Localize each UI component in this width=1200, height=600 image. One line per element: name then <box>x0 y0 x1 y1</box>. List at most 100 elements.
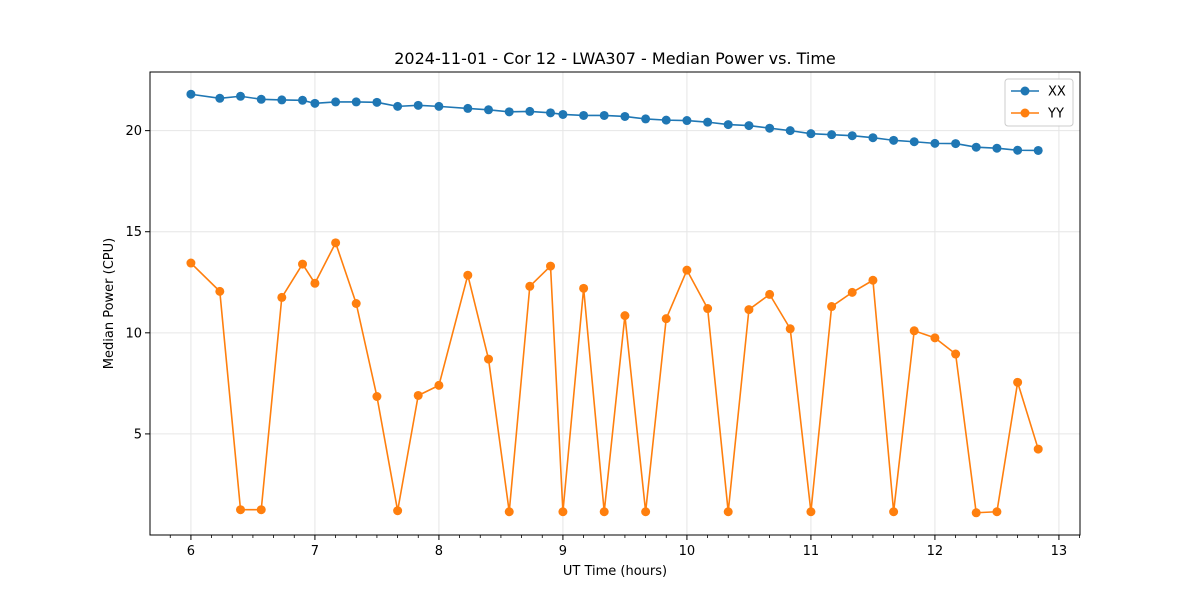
data-point-xx <box>641 114 651 124</box>
data-point-xx <box>256 94 266 104</box>
data-point-xx <box>682 116 692 126</box>
y-tick-label: 20 <box>125 124 142 139</box>
data-point-xx <box>372 97 382 107</box>
data-point-yy <box>351 299 361 308</box>
legend: XX YY <box>1004 78 1074 127</box>
data-point-yy <box>215 286 225 296</box>
data-point-xx <box>1033 145 1043 155</box>
data-point-yy <box>413 390 423 400</box>
x-axis-label: UT Time (hours) <box>563 564 667 579</box>
x-tick-label: 10 <box>679 544 696 559</box>
data-point-xx <box>463 103 473 113</box>
data-point-xx <box>215 93 225 103</box>
data-point-yy <box>661 314 671 324</box>
data-point-xx <box>413 100 423 110</box>
data-point-yy <box>682 265 692 275</box>
data-point-xx <box>827 130 837 140</box>
data-point-xx <box>393 101 403 111</box>
series-line-yy <box>190 242 1039 514</box>
data-point-xx <box>310 98 320 108</box>
data-point-xx <box>868 133 878 143</box>
data-point-xx <box>331 97 341 107</box>
data-point-yy <box>484 354 494 364</box>
x-tick-label: 8 <box>435 544 443 559</box>
series-layer <box>186 89 1043 518</box>
x-tick-label: 11 <box>803 544 820 559</box>
series-yy <box>186 238 1043 518</box>
data-point-xx <box>504 107 514 117</box>
y-tick-label: 10 <box>125 326 142 341</box>
y-tick-label: 15 <box>125 225 142 240</box>
data-point-yy <box>1013 377 1023 387</box>
data-point-xx <box>277 95 287 105</box>
data-point-yy <box>256 505 266 515</box>
legend-marker-xx <box>1020 86 1030 96</box>
data-point-yy <box>372 392 382 401</box>
data-point-xx <box>930 138 940 148</box>
series-xx <box>186 89 1043 155</box>
legend-marker-yy <box>1020 108 1030 118</box>
data-point-yy <box>298 259 308 269</box>
data-point-xx <box>785 126 795 136</box>
data-point-xx <box>806 129 816 139</box>
data-point-xx <box>661 115 671 125</box>
data-point-yy <box>827 302 837 312</box>
data-point-xx <box>723 120 733 130</box>
x-tick-label: 13 <box>1051 544 1068 559</box>
data-point-xx <box>298 95 308 105</box>
data-point-yy <box>310 278 320 288</box>
plot-area-frame <box>149 71 1081 536</box>
data-point-yy <box>504 507 514 517</box>
data-point-xx <box>909 137 919 147</box>
data-point-xx <box>620 111 630 121</box>
y-axis-label: Median Power (CPU) <box>102 238 117 369</box>
data-point-yy <box>868 275 878 285</box>
data-point-yy <box>599 507 609 517</box>
data-point-yy <box>558 507 568 517</box>
data-point-xx <box>744 121 754 131</box>
data-point-yy <box>277 292 287 302</box>
data-point-yy <box>434 380 444 390</box>
data-point-yy <box>909 326 919 336</box>
data-point-xx <box>546 108 556 118</box>
data-point-xx <box>351 97 361 107</box>
y-tick-label: 5 <box>134 427 142 442</box>
legend-label-xx: XX <box>1048 85 1066 100</box>
data-point-xx <box>525 106 535 116</box>
data-point-xx <box>599 110 609 120</box>
data-point-xx <box>186 89 196 99</box>
data-point-yy <box>331 238 341 248</box>
data-point-yy <box>806 507 816 517</box>
data-point-yy <box>703 304 713 314</box>
x-tick-label: 7 <box>311 544 319 559</box>
data-point-xx <box>558 109 568 119</box>
data-point-yy <box>785 324 795 334</box>
data-point-yy <box>546 261 556 271</box>
data-point-xx <box>484 105 494 115</box>
data-point-xx <box>971 142 981 152</box>
data-point-yy <box>463 270 473 280</box>
x-tick-label: 9 <box>559 544 567 559</box>
chart-title: 2024-11-01 - Cor 12 - LWA307 - Median Po… <box>394 49 836 68</box>
data-point-xx <box>579 110 589 120</box>
data-point-xx <box>847 131 857 141</box>
data-point-xx <box>1013 145 1023 155</box>
data-point-yy <box>1033 444 1043 454</box>
x-tick-label: 12 <box>927 544 944 559</box>
data-point-yy <box>951 349 961 359</box>
data-point-xx <box>434 101 444 111</box>
data-point-yy <box>847 287 857 297</box>
data-point-yy <box>889 507 899 517</box>
x-tick-label: 6 <box>187 544 195 559</box>
data-point-xx <box>951 139 961 149</box>
data-point-yy <box>641 507 651 517</box>
data-point-yy <box>236 505 246 515</box>
axes-ticks: 6 7 8 9 10 11 12 13 5 10 15 20 <box>125 124 1080 559</box>
data-point-yy <box>744 305 754 315</box>
data-point-xx <box>703 117 713 127</box>
data-point-xx <box>889 135 899 145</box>
data-point-yy <box>620 311 630 321</box>
data-point-yy <box>525 281 535 291</box>
data-point-yy <box>579 283 589 293</box>
